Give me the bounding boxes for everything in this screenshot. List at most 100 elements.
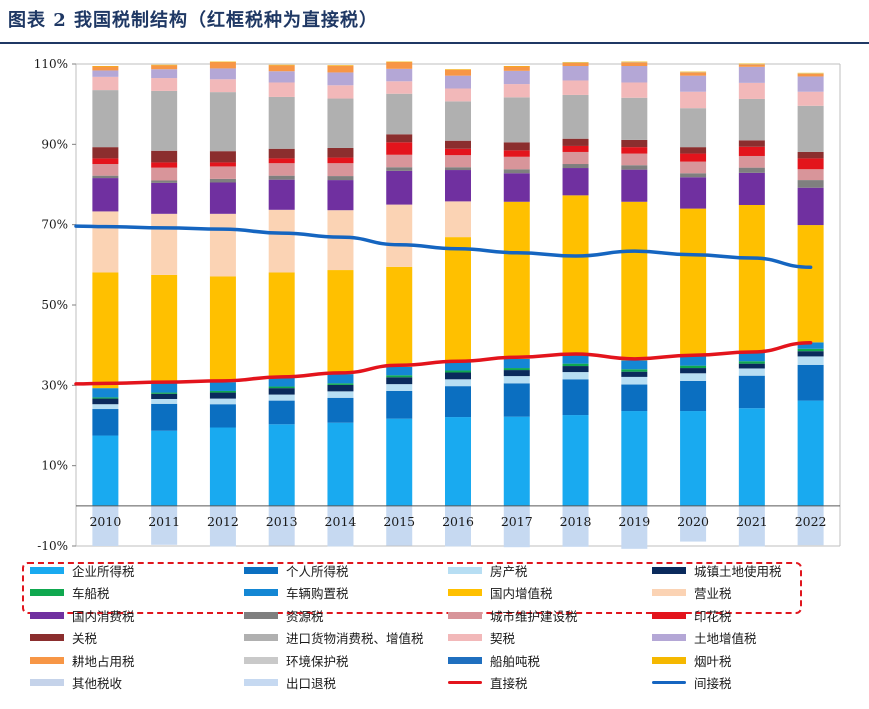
bar-segment-negative	[503, 505, 530, 548]
legend-swatch	[244, 634, 278, 641]
legend-item: 国内增值税	[448, 583, 553, 603]
bar-segment	[445, 88, 471, 102]
bar-segment	[562, 379, 589, 416]
legend-label: 进口货物消费税、增值税	[286, 631, 424, 646]
bar-segment	[797, 348, 824, 352]
x-tick-label: 2020	[677, 514, 709, 529]
legend-label: 出口退税	[286, 676, 337, 691]
bar-segment	[209, 398, 236, 405]
bar-segment	[503, 97, 530, 143]
bar-segment	[92, 66, 119, 67]
bar-segment	[151, 393, 178, 399]
legend-item: 进口货物消费税、增值税	[244, 628, 424, 648]
legend-swatch	[244, 656, 278, 664]
bar-segment	[209, 182, 236, 214]
bar-segment	[738, 63, 765, 65]
bar-segment	[268, 65, 295, 72]
bar-segment	[268, 394, 295, 401]
x-tick-label: 2017	[501, 514, 533, 529]
bar-segment	[151, 65, 178, 70]
bar-segment	[445, 148, 471, 156]
bar-segment	[268, 64, 295, 66]
bar-segment-negative	[92, 505, 119, 546]
bar-segment	[268, 388, 295, 395]
legend-label: 间接税	[694, 676, 732, 691]
bar-segment	[738, 98, 765, 141]
legend-label: 环境保护税	[286, 653, 349, 669]
bar-segment	[386, 93, 413, 135]
bar-segment	[327, 374, 354, 384]
legend-label: 车船税	[72, 586, 110, 601]
bar-segment	[738, 155, 765, 168]
legend-swatch	[244, 589, 278, 596]
bar-segment	[386, 81, 413, 94]
bar-segment	[327, 72, 354, 86]
legend-swatch	[652, 656, 686, 664]
bar-segment	[209, 382, 236, 391]
bar-segment	[738, 167, 765, 173]
tax-structure-chart: -10% 10% 30% 50% 70% 90% 110% 2010 2011 2012 2013 2…	[34, 57, 841, 553]
bar-segment	[680, 75, 707, 92]
bar-segment	[268, 148, 295, 159]
bar-segment	[327, 163, 354, 177]
bar-segment	[92, 70, 119, 77]
bar-segment	[151, 403, 178, 431]
legend-swatch	[244, 611, 278, 619]
bar-segment	[92, 272, 119, 389]
x-tick-label: 2022	[795, 514, 827, 529]
bar-segment	[680, 208, 707, 357]
bar-segment	[503, 70, 530, 85]
bar-segment-negative	[445, 505, 471, 547]
bar-segment	[386, 366, 413, 376]
bar-segment	[445, 372, 471, 380]
bar-segment	[621, 61, 648, 63]
legend-item: 关税	[30, 628, 97, 648]
legend-label: 国内增值税	[490, 586, 553, 601]
y-tick-label: 50%	[41, 298, 68, 312]
bar-segment	[797, 364, 824, 401]
bar-segment	[621, 153, 648, 166]
bar-segment	[209, 392, 236, 399]
bar-segment	[92, 397, 119, 399]
legend-swatch	[30, 679, 64, 686]
legend-item: 车船税	[30, 583, 110, 603]
bar-segment	[209, 68, 236, 80]
x-tick-label: 2012	[207, 514, 239, 529]
bar-segment	[209, 390, 236, 393]
chart-title: 图表 2 我国税制结构（红框税种为直接税）	[8, 10, 379, 31]
legend-swatch	[448, 611, 482, 619]
bar-segment	[386, 418, 413, 506]
bar-segment-negative	[562, 505, 589, 547]
bar-segment	[680, 108, 707, 148]
y-tick-label: -10%	[37, 539, 68, 553]
legend-label: 烟叶税	[694, 653, 732, 669]
bar-segment-negative	[151, 505, 178, 545]
bar-segment	[386, 154, 413, 168]
bar-segment	[680, 91, 707, 109]
bar-segment	[151, 69, 178, 79]
bar-segment	[738, 64, 765, 65]
bar-segment	[503, 358, 530, 369]
bar-segment	[738, 64, 765, 67]
bar-segment	[562, 363, 589, 367]
bar-segment	[386, 377, 413, 385]
legend-label: 土地增值税	[694, 631, 757, 646]
legend-label: 契税	[490, 631, 516, 646]
bar-segment	[386, 384, 413, 391]
bar-segment	[621, 165, 648, 170]
bar-segment	[151, 180, 178, 183]
bar-segment	[445, 140, 471, 149]
legend-item: 土地增值税	[652, 628, 757, 648]
bar-segment	[680, 72, 707, 76]
bar-segment	[680, 147, 707, 154]
bar-segment	[503, 173, 530, 202]
bar-segment	[621, 369, 648, 372]
bar-segment	[797, 342, 824, 349]
legend-swatch	[30, 611, 64, 619]
bar-segment	[327, 157, 354, 164]
bar-segment	[386, 68, 413, 82]
bar-segment	[151, 150, 178, 163]
y-tick-label: 10%	[41, 459, 68, 473]
x-tick-label: 2018	[560, 514, 592, 529]
bar-segment	[562, 195, 589, 355]
